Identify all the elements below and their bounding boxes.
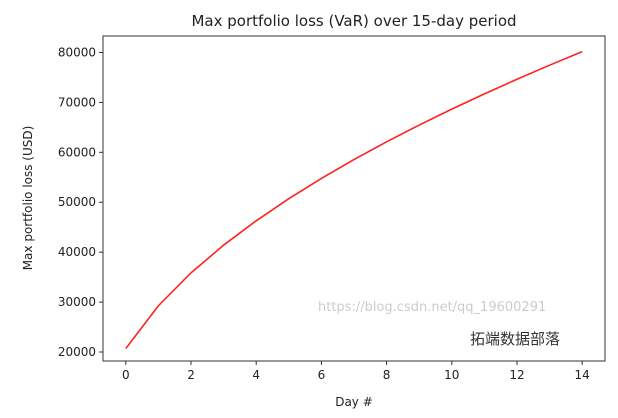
watermark-brand: 拓端数据部落: [470, 330, 561, 348]
x-tick-label: 14: [575, 368, 590, 382]
y-tick-label: 60000: [58, 145, 96, 159]
x-tick-label: 10: [444, 368, 459, 382]
x-tick-label: 4: [252, 368, 260, 382]
y-tick-label: 80000: [58, 45, 96, 59]
plot-area: [102, 35, 606, 362]
chart-title: Max portfolio loss (VaR) over 15-day per…: [191, 12, 516, 30]
watermark-url: https://blog.csdn.net/qq_19600291: [318, 300, 547, 315]
y-axis-label: Max portfolio loss (USD): [21, 126, 35, 271]
y-tick-label: 30000: [58, 295, 96, 309]
y-tick-label: 50000: [58, 195, 96, 209]
x-tick-label: 2: [187, 368, 195, 382]
y-tick-label: 40000: [58, 245, 96, 259]
x-tick-label: 6: [318, 368, 326, 382]
x-tick-label: 0: [122, 368, 130, 382]
series-line: [125, 50, 583, 350]
x-axis-label: Day #: [335, 395, 373, 409]
x-tick-label: 8: [383, 368, 391, 382]
x-tick-label: 12: [509, 368, 524, 382]
y-tick-label: 70000: [58, 95, 96, 109]
y-tick-label: 20000: [58, 345, 96, 359]
